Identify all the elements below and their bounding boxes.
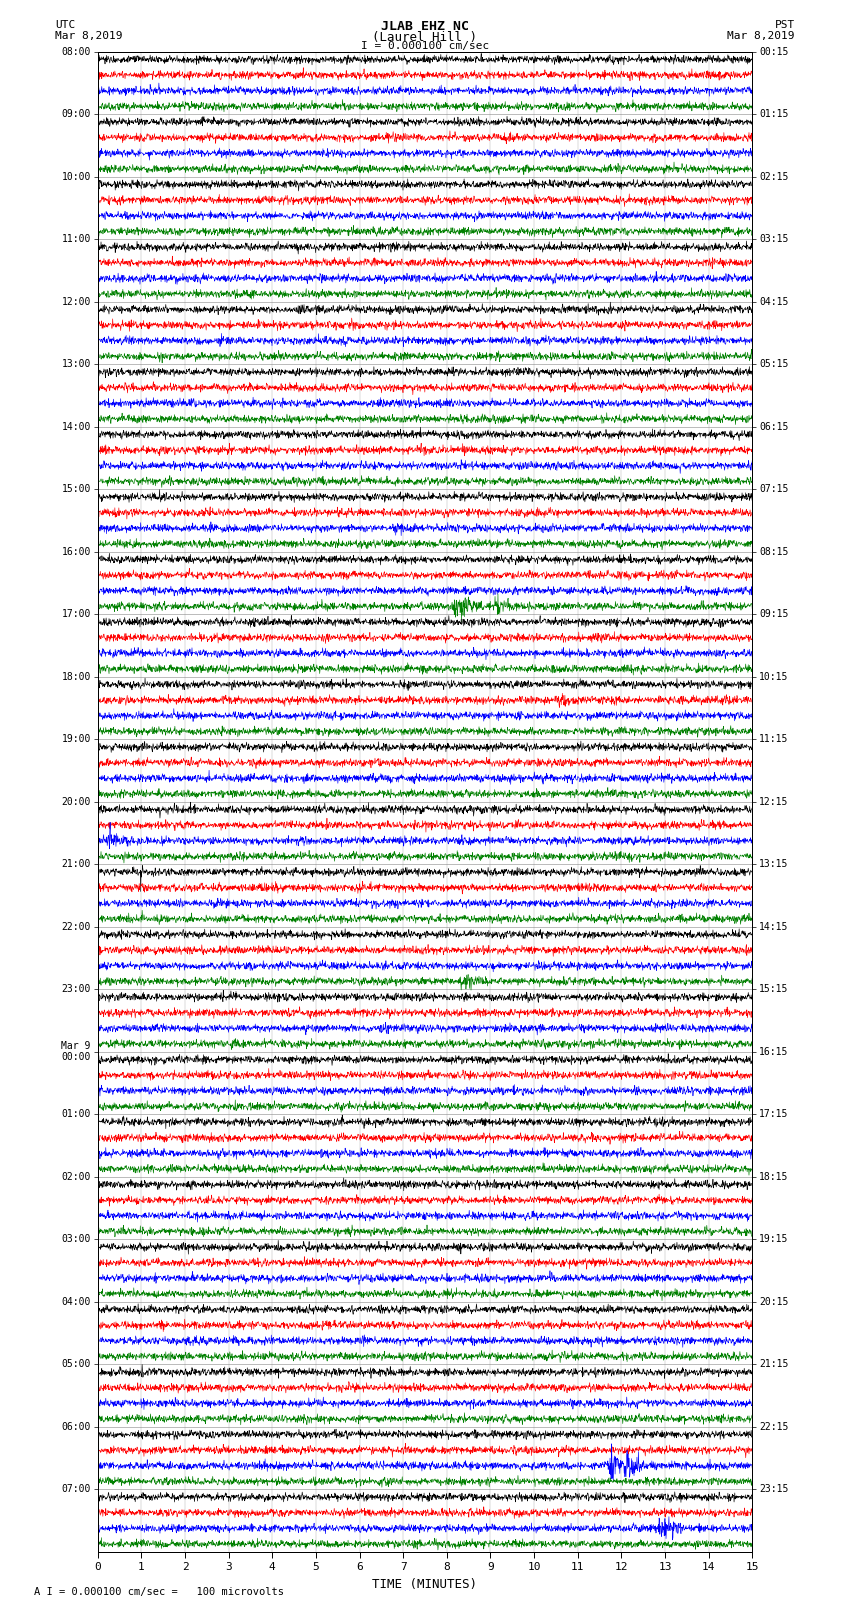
Text: PST: PST xyxy=(774,19,795,31)
Text: Mar 8,2019: Mar 8,2019 xyxy=(55,31,122,40)
Text: I = 0.000100 cm/sec: I = 0.000100 cm/sec xyxy=(361,40,489,52)
Text: A I = 0.000100 cm/sec =   100 microvolts: A I = 0.000100 cm/sec = 100 microvolts xyxy=(34,1587,284,1597)
Text: Mar 8,2019: Mar 8,2019 xyxy=(728,31,795,40)
Text: JLAB EHZ NC: JLAB EHZ NC xyxy=(381,19,469,34)
Text: UTC: UTC xyxy=(55,19,76,31)
X-axis label: TIME (MINUTES): TIME (MINUTES) xyxy=(372,1578,478,1590)
Text: (Laurel Hill ): (Laurel Hill ) xyxy=(372,31,478,44)
